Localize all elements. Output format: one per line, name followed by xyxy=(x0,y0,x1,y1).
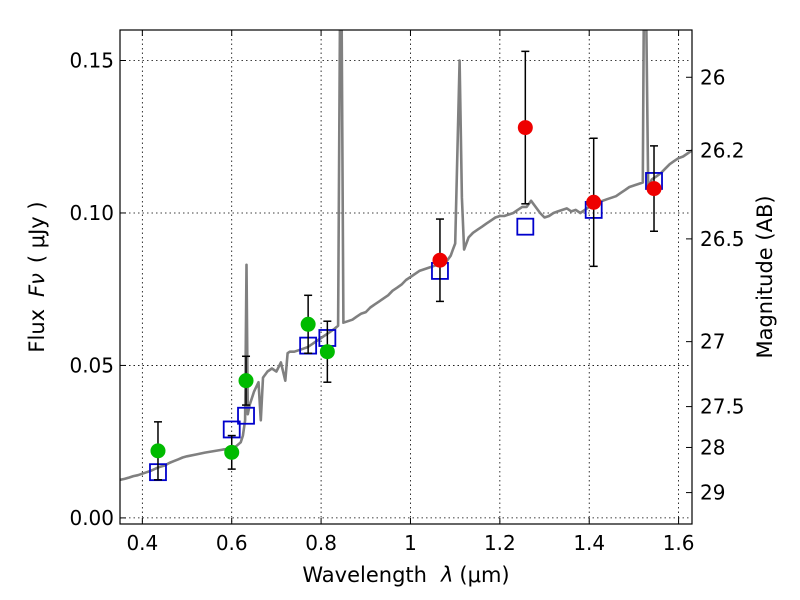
observed-green-point xyxy=(238,373,254,389)
x-tick-label: 0.8 xyxy=(305,531,337,555)
observed-green-point xyxy=(224,444,240,460)
x-axis-unit: (μm) xyxy=(459,563,509,587)
x-tick-label: 1 xyxy=(404,531,417,555)
y2-tick-label: 26.2 xyxy=(700,138,745,162)
y2-tick-label: 27 xyxy=(700,330,725,354)
y-axis-title: Flux Fν ( μJy ) xyxy=(25,201,49,352)
ticks: 0.4 0.6 0.8 1 1.2 1.4 1.6 0.00 0.05 0.10 0.15 26 26.… xyxy=(69,30,745,555)
observed-green-point xyxy=(319,344,335,360)
observed-red-point xyxy=(646,181,662,197)
x-tick-label: 0.6 xyxy=(216,531,248,555)
y-tick-label: 0.10 xyxy=(69,201,114,225)
x-axis-label: Wavelength xyxy=(302,563,427,587)
x-tick-label: 0.4 xyxy=(126,531,158,555)
model-photometry-square xyxy=(516,217,535,236)
observed-green-point xyxy=(300,316,316,332)
plot-area xyxy=(120,30,692,524)
y-axis-unit: ( μJy ) xyxy=(25,201,49,263)
x-axis-title: Wavelength λ (μm) xyxy=(302,563,509,587)
x-tick-label: 1.2 xyxy=(484,531,516,555)
observed-green-point xyxy=(150,443,166,459)
y-axis-label: Flux xyxy=(25,309,49,353)
series-layer xyxy=(120,30,692,482)
plot-frame xyxy=(119,29,693,525)
x-tick-label: 1.6 xyxy=(663,531,695,555)
y2-tick-label: 26.5 xyxy=(700,227,745,251)
y2-tick-label: 28 xyxy=(700,435,725,459)
grid xyxy=(120,30,692,524)
y-axis-symbol: Fν xyxy=(25,273,49,297)
observed-red-point xyxy=(586,194,602,210)
y-tick-label: 0.15 xyxy=(69,48,114,72)
x-axis-symbol: λ xyxy=(440,563,453,587)
y2-axis-title: Magnitude (AB) xyxy=(753,195,777,358)
y-tick-label: 0.00 xyxy=(69,506,114,530)
y2-tick-label: 26 xyxy=(700,65,725,89)
observed-red-point xyxy=(517,120,533,136)
x-tick-label: 1.4 xyxy=(573,531,605,555)
y2-tick-label: 27.5 xyxy=(700,395,745,419)
model-photometry-square xyxy=(237,406,255,425)
y-tick-label: 0.05 xyxy=(69,353,114,377)
model-spectrum-line xyxy=(120,30,692,482)
y2-tick-label: 29 xyxy=(700,481,725,505)
observed-red-point xyxy=(432,252,448,268)
